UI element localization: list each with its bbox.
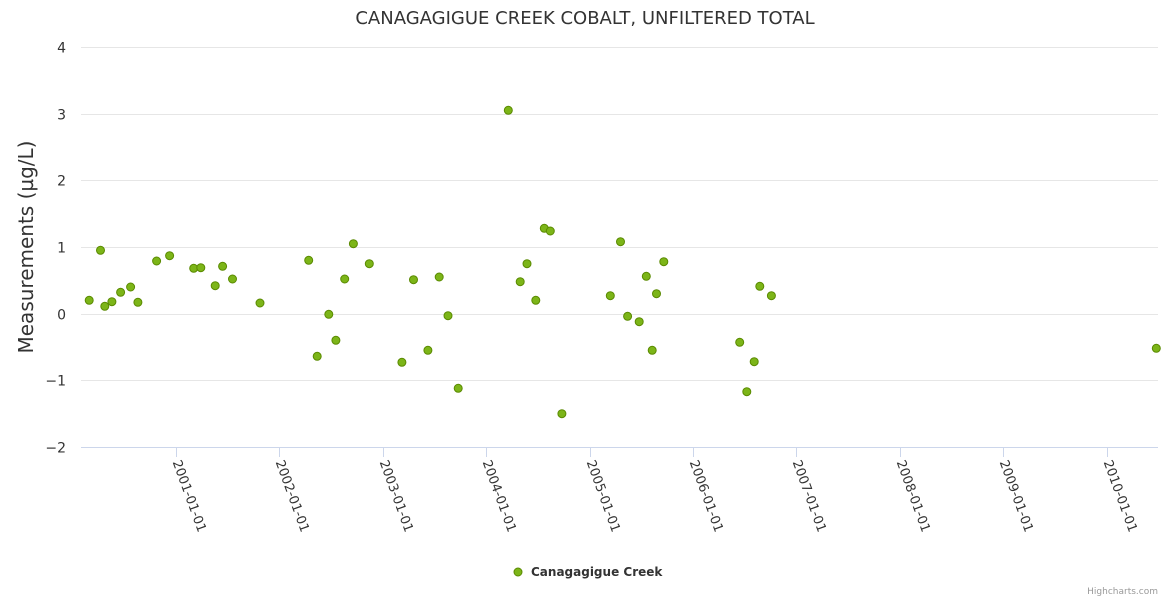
data-point[interactable] <box>634 317 644 327</box>
data-point[interactable] <box>126 282 136 292</box>
data-point[interactable] <box>531 295 541 305</box>
legend-item-canagagigue-creek[interactable]: Canagagigue Creek <box>531 565 663 579</box>
data-point[interactable] <box>605 291 615 301</box>
data-point[interactable] <box>340 274 350 284</box>
y-tick-label: 2 <box>57 174 66 190</box>
data-point[interactable] <box>434 272 444 282</box>
data-point[interactable] <box>755 281 765 291</box>
data-point[interactable] <box>443 311 453 321</box>
y-tick-label: −2 <box>45 441 66 457</box>
grid-lines <box>81 47 1158 381</box>
data-point[interactable] <box>348 239 358 249</box>
y-tick-label: 0 <box>57 308 66 324</box>
data-point[interactable] <box>623 311 633 321</box>
data-point[interactable] <box>210 281 220 291</box>
data-point[interactable] <box>364 259 374 269</box>
legend-marker[interactable] <box>513 567 523 577</box>
data-point[interactable] <box>107 297 117 307</box>
chart-title: CANAGAGIGUE CREEK COBALT, UNFILTERED TOT… <box>355 8 814 29</box>
y-tick-label: 4 <box>57 41 66 57</box>
data-point[interactable] <box>409 275 418 285</box>
data-point[interactable] <box>742 387 752 397</box>
y-axis-label: Measurements (µg/L) <box>14 141 38 354</box>
y-tick-label: 3 <box>57 108 66 124</box>
data-point[interactable] <box>304 255 314 265</box>
data-point[interactable] <box>735 337 745 347</box>
data-point[interactable] <box>515 277 525 287</box>
data-point[interactable] <box>324 309 334 319</box>
data-point[interactable] <box>503 105 513 115</box>
data-point[interactable] <box>84 295 94 305</box>
data-point[interactable] <box>522 259 532 269</box>
data-point[interactable] <box>228 274 237 284</box>
data-point[interactable] <box>749 357 759 367</box>
y-tick-label: −1 <box>45 374 66 390</box>
data-point[interactable] <box>218 261 228 271</box>
data-point[interactable] <box>545 226 555 236</box>
data-point[interactable] <box>766 291 776 301</box>
data-point[interactable] <box>152 256 162 266</box>
data-point[interactable] <box>659 257 669 267</box>
data-point[interactable] <box>331 335 341 345</box>
data-point[interactable] <box>116 287 126 297</box>
data-point[interactable] <box>165 251 175 261</box>
data-point[interactable] <box>397 357 407 367</box>
y-tick-label: 1 <box>57 241 66 257</box>
credits-link[interactable]: Highcharts.com <box>1087 587 1158 597</box>
data-point[interactable] <box>255 298 265 308</box>
data-point[interactable] <box>1151 343 1161 353</box>
data-point[interactable] <box>100 301 110 311</box>
data-point[interactable] <box>453 383 463 393</box>
data-point[interactable] <box>196 263 206 273</box>
data-point[interactable] <box>616 237 625 247</box>
data-point[interactable] <box>96 245 105 255</box>
data-point[interactable] <box>652 289 661 299</box>
data-point[interactable] <box>423 345 433 355</box>
legend[interactable]: Canagagigue Creek <box>513 565 663 579</box>
data-point[interactable] <box>557 409 567 419</box>
data-point[interactable] <box>647 345 657 355</box>
data-point[interactable] <box>641 271 651 281</box>
y-axis-ticks: 4 3 2 1 0 −1 −2 <box>45 41 66 457</box>
series-canagagigue-creek[interactable] <box>84 105 1161 419</box>
data-point[interactable] <box>133 297 143 307</box>
data-point[interactable] <box>312 351 322 361</box>
